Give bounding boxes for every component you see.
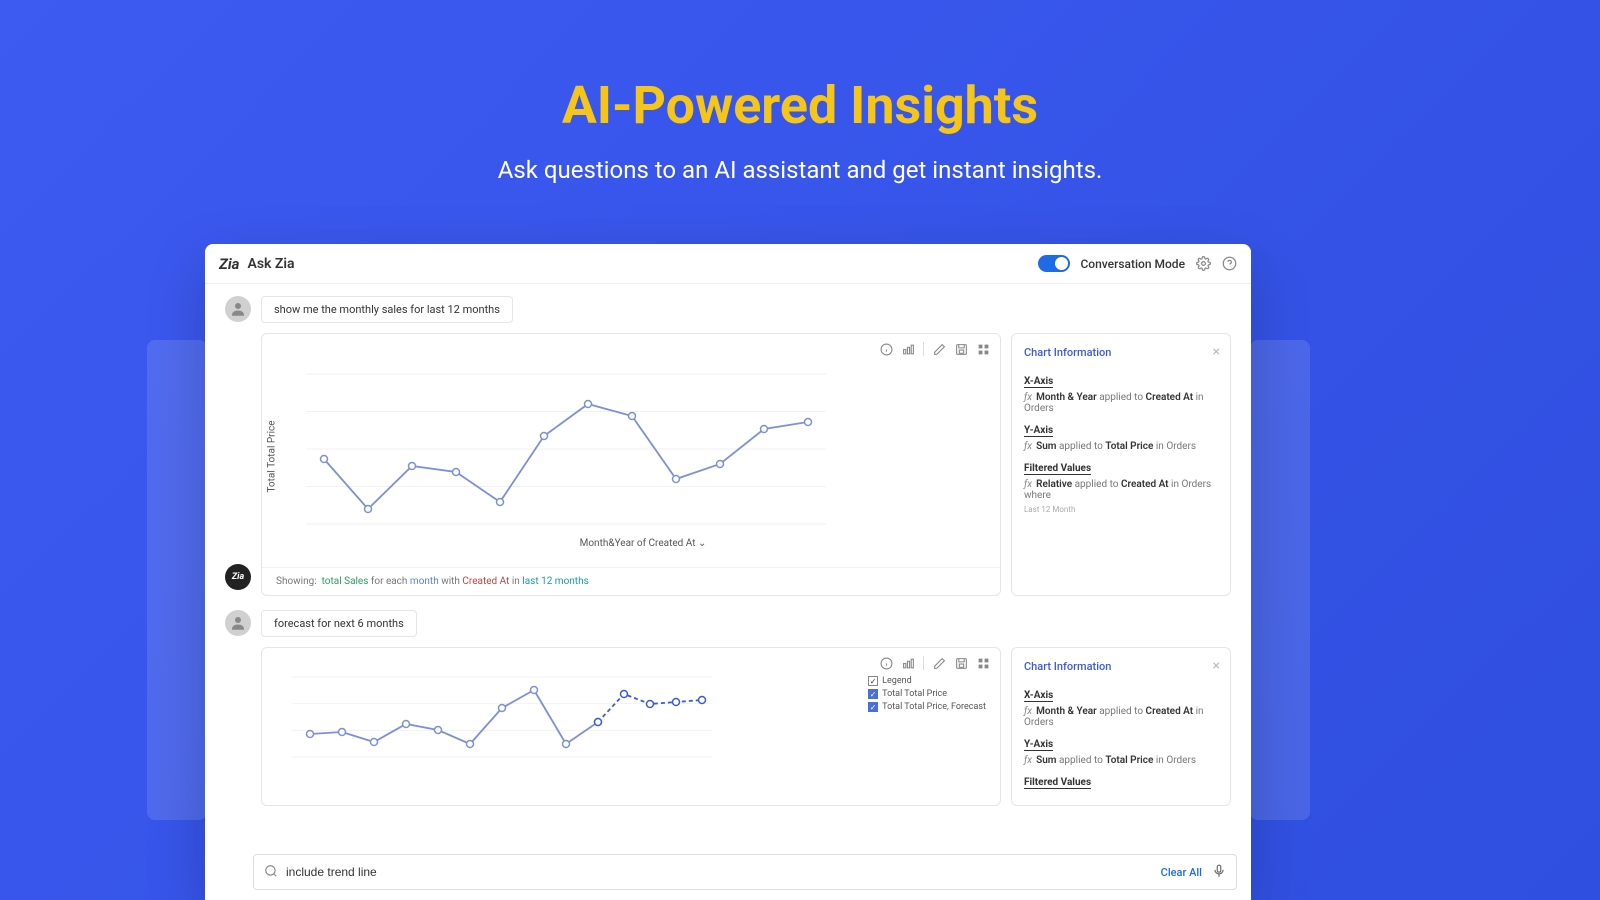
- showing-in: in: [512, 576, 520, 587]
- user-message-row-2: forecast for next 6 months: [225, 610, 1231, 637]
- chart-info-card-1: × Chart Information X-Axis ƒxMonth & Yea…: [1011, 333, 1231, 596]
- close-icon[interactable]: ×: [1213, 658, 1220, 674]
- info-filtered-heading: Filtered Values: [1024, 463, 1091, 475]
- user-avatar: [225, 610, 251, 636]
- showing-period: last 12 months: [522, 576, 588, 587]
- query-input[interactable]: [286, 865, 1161, 879]
- info-y-axis-detail: ƒxSum applied to Total Price in Orders: [1024, 441, 1218, 452]
- showing-prefix: Showing:: [276, 576, 317, 587]
- app-title: Ask Zia: [247, 256, 294, 272]
- user-message-bubble: show me the monthly sales for last 12 mo…: [261, 296, 513, 323]
- user-avatar: [225, 296, 251, 322]
- info-filtered-heading-2: Filtered Values: [1024, 777, 1091, 789]
- chart-card-2: Legend Total Total Price Total Total Pri…: [261, 647, 1001, 806]
- decorative-panel-left: [147, 340, 207, 820]
- help-icon[interactable]: [1221, 256, 1237, 272]
- info-filtered-period: Last 12 Month: [1024, 505, 1218, 514]
- response-block-1: Zia Total Total Price Month&Year of Crea…: [261, 333, 1231, 596]
- response-block-2: Legend Total Total Price Total Total Pri…: [261, 647, 1231, 806]
- user-message-row: show me the monthly sales for last 12 mo…: [225, 296, 1231, 323]
- chat-body: show me the monthly sales for last 12 mo…: [205, 284, 1251, 852]
- clear-all-button[interactable]: Clear All: [1161, 866, 1202, 879]
- info-filtered-detail: ƒxRelative applied to Created At in Orde…: [1024, 479, 1218, 501]
- decorative-panel-right: [1250, 340, 1310, 820]
- info-title: Chart Information: [1024, 346, 1218, 359]
- info-y-axis-heading: Y-Axis: [1024, 425, 1053, 437]
- zia-avatar-text: Zia: [232, 572, 244, 582]
- line-chart-2: [292, 672, 712, 762]
- conversation-mode-toggle[interactable]: [1038, 255, 1070, 272]
- x-axis-text: Month&Year of Created At: [580, 538, 696, 549]
- chart-area-1: Total Total Price Month&Year of Created …: [262, 334, 1000, 567]
- x-axis-label: Month&Year of Created At ⌄: [306, 534, 980, 557]
- query-input-bar: Clear All: [253, 854, 1237, 890]
- info-title-2: Chart Information: [1024, 660, 1218, 673]
- showing-summary: Showing: total Sales for each month with…: [262, 567, 1000, 595]
- zia-avatar: Zia: [225, 564, 251, 590]
- showing-metric: total Sales: [322, 576, 369, 587]
- chart-area-2: [262, 648, 1000, 768]
- hero-section: AI-Powered Insights Ask questions to an …: [0, 0, 1600, 184]
- info-x-axis-detail-2: ƒxMonth & Year applied to Created At in …: [1024, 706, 1218, 728]
- chart-info-card-2: × Chart Information X-Axis ƒxMonth & Yea…: [1011, 647, 1231, 806]
- info-y-axis-detail-2: ƒxSum applied to Total Price in Orders: [1024, 755, 1218, 766]
- line-chart-1: [306, 364, 826, 534]
- info-x-axis-heading-2: X-Axis: [1024, 690, 1053, 702]
- search-icon: [264, 863, 278, 882]
- chart-card-1: Total Total Price Month&Year of Created …: [261, 333, 1001, 596]
- hero-title: AI-Powered Insights: [0, 75, 1600, 136]
- gear-icon[interactable]: [1195, 256, 1211, 272]
- microphone-icon[interactable]: [1212, 863, 1226, 882]
- info-x-axis-heading: X-Axis: [1024, 376, 1053, 388]
- y-axis-label: Total Total Price: [267, 420, 278, 492]
- showing-group: month: [410, 576, 439, 587]
- user-message-bubble-2: forecast for next 6 months: [261, 610, 417, 637]
- showing-foreach: for each: [371, 576, 408, 587]
- app-header: Zia Ask Zia Conversation Mode: [205, 244, 1251, 284]
- chevron-down-icon[interactable]: ⌄: [698, 538, 706, 549]
- showing-field: Created At: [462, 576, 509, 587]
- info-x-axis-detail: ƒxMonth & Year applied to Created At in …: [1024, 392, 1218, 414]
- conversation-mode-label: Conversation Mode: [1080, 257, 1185, 271]
- showing-with: with: [441, 576, 460, 587]
- app-window: Zia Ask Zia Conversation Mode show me th…: [205, 244, 1251, 900]
- close-icon[interactable]: ×: [1213, 344, 1220, 360]
- hero-subtitle: Ask questions to an AI assistant and get…: [0, 156, 1600, 184]
- zia-logo: Zia: [219, 255, 239, 273]
- info-y-axis-heading-2: Y-Axis: [1024, 739, 1053, 751]
